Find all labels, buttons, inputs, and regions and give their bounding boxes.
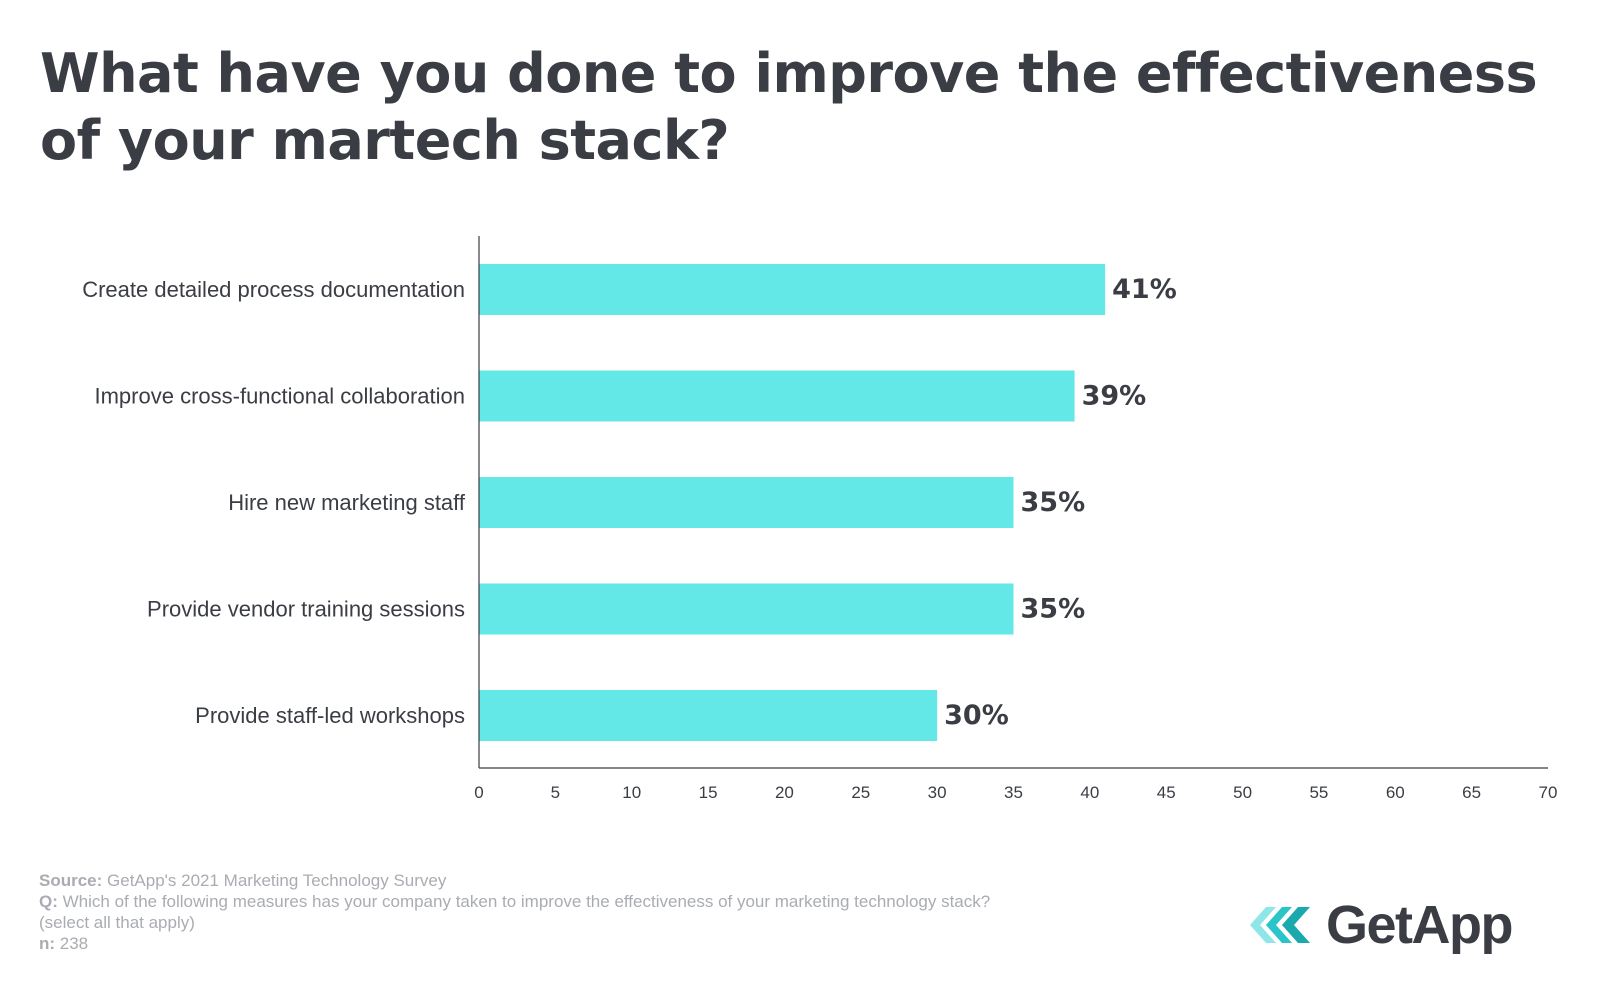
sample-line: n: 238 (39, 933, 1189, 954)
bar (479, 264, 1106, 315)
x-tick-label: 60 (1386, 783, 1405, 802)
getapp-chevrons-icon (1250, 907, 1310, 943)
sample-text: 238 (55, 934, 89, 953)
value-label: 35% (1021, 594, 1086, 625)
source-line: Source: GetApp's 2021 Marketing Technolo… (39, 870, 1189, 891)
bar (479, 583, 1014, 635)
question-text: Which of the following measures has your… (57, 892, 991, 911)
source-text: GetApp's 2021 Marketing Technology Surve… (102, 871, 447, 890)
x-tick-label: 30 (928, 783, 947, 802)
category-label: Provide vendor training sessions (147, 597, 465, 622)
sample-label: n: (39, 934, 56, 953)
category-label: Hire new marketing staff (228, 490, 466, 515)
x-tick-label: 65 (1462, 783, 1481, 802)
category-label: Create detailed process documentation (82, 277, 465, 302)
x-tick-label: 55 (1309, 783, 1328, 802)
x-ticks-layer: 0 5 10 15 20 25 30 35 40 45 50 55 60 65 70 (474, 783, 1557, 802)
value-label: 35% (1021, 487, 1086, 518)
chart-title: What have you done to improve the effect… (40, 42, 1538, 172)
question-label: Q: (39, 892, 58, 911)
question-line: Q: Which of the following measures has y… (39, 891, 1189, 912)
value-label: 30% (944, 700, 1009, 731)
x-tick-label: 10 (622, 783, 641, 802)
value-label: 39% (1082, 381, 1147, 412)
bar (479, 370, 1075, 422)
category-label: Improve cross-functional collaboration (94, 384, 465, 409)
x-tick-label: 0 (474, 783, 483, 802)
x-tick-label: 15 (699, 783, 718, 802)
getapp-logo: GetApp (1248, 895, 1514, 955)
x-tick-label: 35 (1004, 783, 1023, 802)
bar (479, 477, 1014, 528)
source-notes: Source: GetApp's 2021 Marketing Technolo… (39, 870, 1189, 954)
category-label: Provide staff-led workshops (195, 703, 465, 728)
x-tick-label: 45 (1157, 783, 1176, 802)
question-note: (select all that apply) (39, 913, 195, 932)
bars-layer: Create detailed process documentation 41%… (82, 264, 1177, 741)
bar (479, 690, 938, 741)
x-tick-label: 5 (551, 783, 560, 802)
logo-text: GetApp (1326, 895, 1514, 955)
source-label: Source: (39, 871, 103, 890)
x-tick-label: 20 (775, 783, 794, 802)
x-tick-label: 70 (1539, 783, 1558, 802)
x-tick-label: 50 (1233, 783, 1252, 802)
x-tick-label: 40 (1080, 783, 1099, 802)
bar-chart: Create detailed process documentation 41%… (82, 236, 1557, 802)
value-label: 41% (1112, 274, 1177, 305)
x-tick-label: 25 (851, 783, 870, 802)
